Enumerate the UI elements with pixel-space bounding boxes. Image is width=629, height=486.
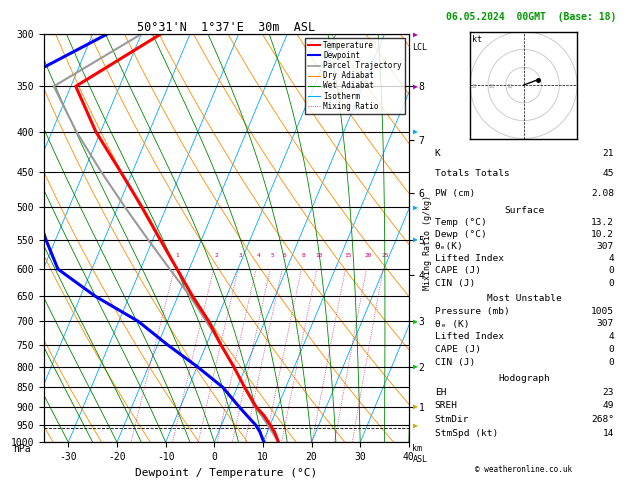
Text: 0: 0 (608, 278, 614, 288)
Text: ▶: ▶ (413, 402, 418, 411)
Text: ▶: ▶ (413, 362, 418, 371)
Text: StmDir: StmDir (435, 415, 469, 424)
Text: 45: 45 (603, 169, 614, 178)
Text: ▶: ▶ (413, 203, 418, 212)
Text: km
ASL: km ASL (413, 444, 428, 464)
Text: ▶: ▶ (413, 235, 418, 244)
Text: 0: 0 (608, 358, 614, 367)
Text: 10.2: 10.2 (591, 230, 614, 239)
Text: Pressure (mb): Pressure (mb) (435, 307, 509, 315)
Text: 30: 30 (471, 84, 477, 89)
Text: 14: 14 (603, 429, 614, 437)
Text: Most Unstable: Most Unstable (487, 294, 562, 303)
Text: 10: 10 (316, 253, 323, 258)
Text: 4: 4 (608, 332, 614, 342)
Text: 13.2: 13.2 (591, 218, 614, 227)
Title: 50°31'N  1°37'E  30m  ASL: 50°31'N 1°37'E 30m ASL (137, 21, 316, 34)
Text: 0: 0 (608, 346, 614, 354)
Text: Totals Totals: Totals Totals (435, 169, 509, 178)
Text: 10: 10 (507, 84, 513, 89)
Text: CAPE (J): CAPE (J) (435, 346, 481, 354)
Text: ▶: ▶ (413, 82, 418, 91)
Text: Surface: Surface (504, 206, 544, 215)
Text: 49: 49 (603, 401, 614, 410)
Text: ▶: ▶ (413, 420, 418, 429)
Text: PW (cm): PW (cm) (435, 189, 475, 198)
Text: SREH: SREH (435, 401, 458, 410)
Text: 20: 20 (489, 84, 496, 89)
Text: 8: 8 (302, 253, 306, 258)
Text: 4: 4 (257, 253, 260, 258)
Text: 2.08: 2.08 (591, 189, 614, 198)
Text: LCL: LCL (413, 43, 428, 52)
Text: 0: 0 (608, 266, 614, 276)
Text: kt: kt (472, 35, 482, 44)
Text: 06.05.2024  00GMT  (Base: 18): 06.05.2024 00GMT (Base: 18) (447, 12, 616, 22)
Text: 15: 15 (344, 253, 352, 258)
Text: ▶: ▶ (413, 317, 418, 326)
Text: 2: 2 (214, 253, 218, 258)
Text: ▶: ▶ (413, 127, 418, 136)
Text: K: K (435, 149, 440, 157)
Text: 20: 20 (365, 253, 372, 258)
Text: 268°: 268° (591, 415, 614, 424)
Text: 1: 1 (175, 253, 179, 258)
Text: 307: 307 (596, 319, 614, 329)
Text: Mixing Ratio (g/kg): Mixing Ratio (g/kg) (423, 195, 431, 291)
Text: CIN (J): CIN (J) (435, 278, 475, 288)
Text: CIN (J): CIN (J) (435, 358, 475, 367)
Text: Dewp (°C): Dewp (°C) (435, 230, 486, 239)
Text: ▶: ▶ (413, 30, 418, 38)
Text: Lifted Index: Lifted Index (435, 332, 504, 342)
Text: 5: 5 (271, 253, 275, 258)
Text: EH: EH (435, 388, 446, 397)
Text: 307: 307 (596, 242, 614, 251)
Text: 23: 23 (603, 388, 614, 397)
Text: 21: 21 (603, 149, 614, 157)
Text: CAPE (J): CAPE (J) (435, 266, 481, 276)
Text: Lifted Index: Lifted Index (435, 254, 504, 263)
Text: © weatheronline.co.uk: © weatheronline.co.uk (476, 465, 572, 474)
Text: StmSpd (kt): StmSpd (kt) (435, 429, 498, 437)
Text: 4: 4 (608, 254, 614, 263)
Text: Hodograph: Hodograph (498, 374, 550, 383)
Text: 3: 3 (239, 253, 243, 258)
Text: Temp (°C): Temp (°C) (435, 218, 486, 227)
Text: 1005: 1005 (591, 307, 614, 315)
Text: hPa: hPa (13, 444, 31, 454)
Text: 6: 6 (283, 253, 287, 258)
Text: 25: 25 (382, 253, 389, 258)
Legend: Temperature, Dewpoint, Parcel Trajectory, Dry Adiabat, Wet Adiabat, Isotherm, Mi: Temperature, Dewpoint, Parcel Trajectory… (305, 38, 405, 114)
Text: θₑ(K): θₑ(K) (435, 242, 464, 251)
X-axis label: Dewpoint / Temperature (°C): Dewpoint / Temperature (°C) (135, 468, 318, 478)
Text: θₑ (K): θₑ (K) (435, 319, 469, 329)
